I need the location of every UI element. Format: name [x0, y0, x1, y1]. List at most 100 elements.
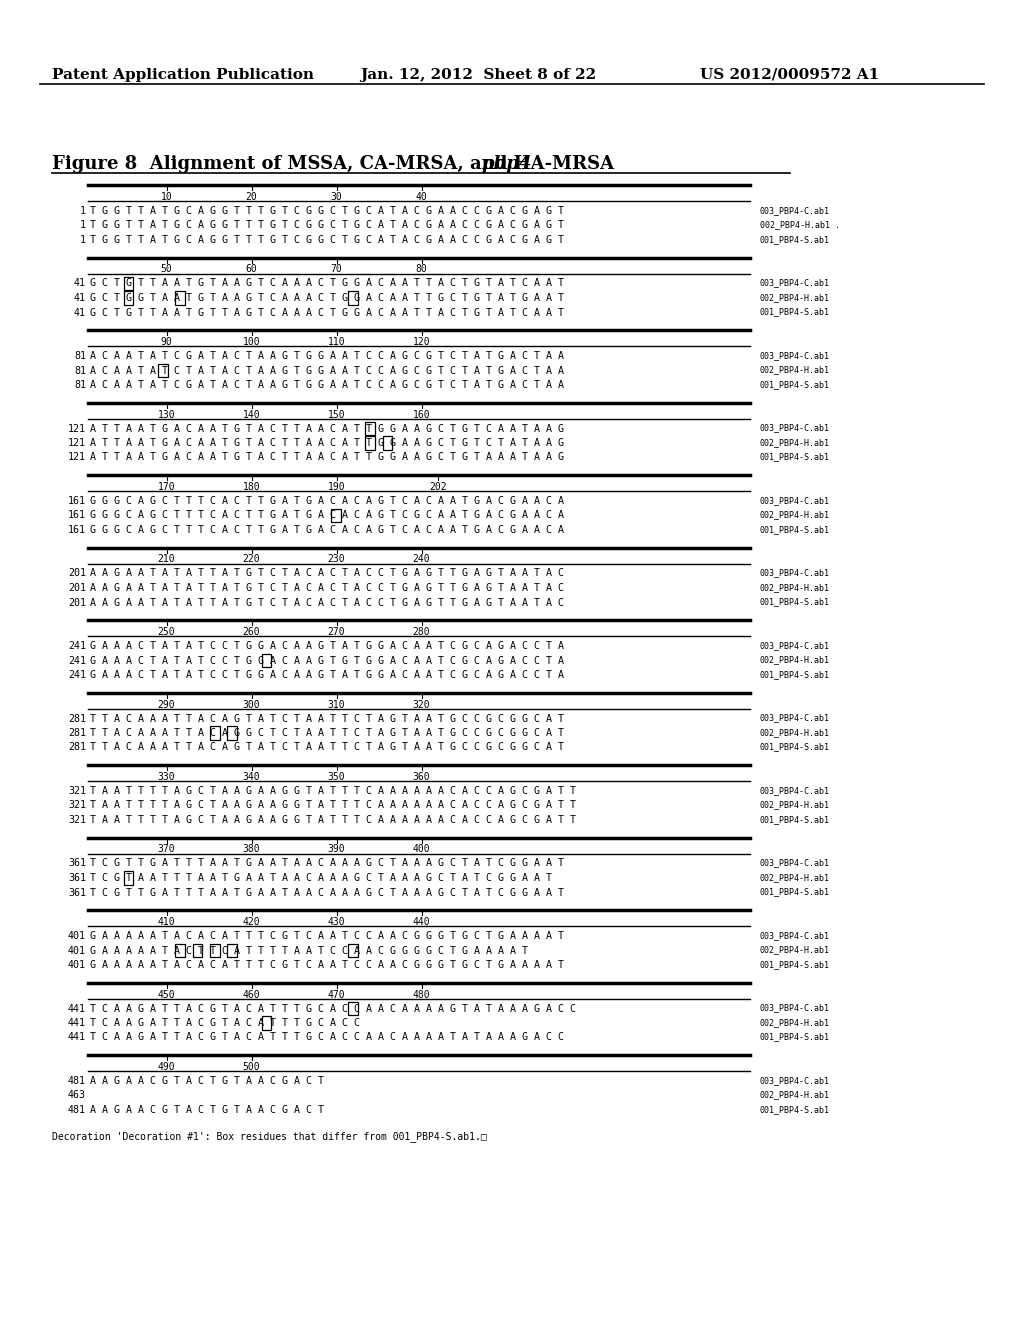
Bar [366, 436, 375, 450]
Text: 130: 130 [158, 409, 175, 420]
Text: 80: 80 [416, 264, 427, 275]
Text: 002_PBP4-H.ab1: 002_PBP4-H.ab1 [760, 800, 830, 809]
Text: 260: 260 [243, 627, 260, 638]
Text: 41: 41 [74, 308, 86, 318]
Text: 463: 463 [68, 1090, 86, 1101]
Text: A A G A A T A T A T T A T G T C T A C A C T A C C T G A G T T G A G T A A T A C: A A G A A T A T A T T A T G T C T A C A … [90, 569, 564, 578]
Bar [124, 871, 133, 884]
Text: 002_PBP4-H.ab1: 002_PBP4-H.ab1 [760, 1018, 830, 1027]
Text: 401: 401 [68, 960, 86, 970]
Bar [383, 436, 392, 450]
Text: 002_PBP4-H.ab1: 002_PBP4-H.ab1 [760, 293, 830, 302]
Text: 161: 161 [68, 496, 86, 506]
Text: 90: 90 [161, 337, 172, 347]
Text: 280: 280 [413, 627, 430, 638]
Text: 81: 81 [74, 366, 86, 375]
Text: 001_PBP4-S.ab1: 001_PBP4-S.ab1 [760, 525, 830, 535]
Bar [348, 290, 357, 305]
Text: 401: 401 [68, 931, 86, 941]
Text: 441: 441 [68, 1018, 86, 1028]
Text: 230: 230 [328, 554, 345, 565]
Bar [175, 944, 185, 957]
Text: 002_PBP4-H.ab1: 002_PBP4-H.ab1 [760, 1090, 830, 1100]
Text: 003_PBP4-C.ab1: 003_PBP4-C.ab1 [760, 1076, 830, 1085]
Text: A A G A A C G T A C T G T A A C G A C T: A A G A A C G T A C T G T A A C G A C T [90, 1105, 324, 1115]
Text: 300: 300 [243, 700, 260, 710]
Text: 410: 410 [158, 917, 175, 927]
Text: 140: 140 [243, 409, 260, 420]
Text: G A A A C T A T A T C C T G G A C A A G T G T G G A C A A T C G C A G A C C T A: G A A A C T A T A T C C T G G A C A A G … [90, 656, 564, 665]
Text: T A A T T T T A G C T A A G A A G G T A T T T C A A A A A A C A C C A G C G A T : T A A T T T T A G C T A A G A A G G T A … [90, 800, 575, 810]
Text: A A G A A C G T A C T G T A A C G A C T: A A G A A C G T A C T G T A A C G A C T [90, 1076, 324, 1086]
Text: 281: 281 [68, 742, 86, 752]
Text: 121: 121 [68, 453, 86, 462]
Text: 481: 481 [68, 1076, 86, 1086]
Text: T G G T T A T G C A G G T T T G T C G G C T G C A T A C G A A C C G A C G A G T: T G G T T A T G C A G G T T T G T C G G … [90, 235, 564, 246]
Text: 241: 241 [68, 671, 86, 680]
Text: 310: 310 [328, 700, 345, 710]
Text: 330: 330 [158, 772, 175, 781]
Text: 002_PBP4-H.ab1 .: 002_PBP4-H.ab1 . [760, 220, 840, 230]
Text: T G G T T A T G C A G G T T T G T C G G C T G C A T A C G A A C C G A C G A G T: T G G T T A T G C A G G T T T G T C G G … [90, 206, 564, 216]
Text: 281: 281 [68, 714, 86, 723]
Text: A T T A A T G A C A A T G T A C T T A A C A T T G G A A G C T G T A A A T A A G: A T T A A T G A C A A T G T A C T T A A … [90, 453, 564, 462]
Text: 41: 41 [74, 293, 86, 304]
Text: 001_PBP4-S.ab1: 001_PBP4-S.ab1 [760, 598, 830, 606]
Text: 002_PBP4-H.ab1: 002_PBP4-H.ab1 [760, 583, 830, 591]
Text: 180: 180 [243, 482, 260, 492]
Bar [210, 944, 219, 957]
Text: 40: 40 [416, 191, 427, 202]
Bar [158, 363, 168, 378]
Text: 001_PBP4-S.ab1: 001_PBP4-S.ab1 [760, 742, 830, 751]
Text: G C T G T T A A T G T A A G T C A A A C T G G A C A A T T A C T G T A T C A A T: G C T G T T A A T G T A A G T C A A A C … [90, 279, 564, 289]
Text: 003_PBP4-C.ab1: 003_PBP4-C.ab1 [760, 858, 830, 867]
Text: G G G C A G C T T T C A C T T G A T G A C A C A G T C G C A A T G A C G A A C A: G G G C A G C T T T C A C T T G A T G A … [90, 511, 564, 520]
Text: 003_PBP4-C.ab1: 003_PBP4-C.ab1 [760, 206, 830, 215]
Text: 400: 400 [413, 845, 430, 854]
Text: 420: 420 [243, 917, 260, 927]
Text: T C G T T G A T T T A A T G A A T A A C A A A G C T A A A G C T A T C G G A A T: T C G T T G A T T T A A T G A A T A A C … [90, 858, 564, 869]
Text: 321: 321 [68, 800, 86, 810]
Text: 001_PBP4-S.ab1: 001_PBP4-S.ab1 [760, 814, 830, 824]
Text: 270: 270 [328, 627, 345, 638]
Text: 003_PBP4-C.ab1: 003_PBP4-C.ab1 [760, 496, 830, 506]
Text: 003_PBP4-C.ab1: 003_PBP4-C.ab1 [760, 569, 830, 578]
Text: 201: 201 [68, 598, 86, 607]
Bar [262, 653, 271, 667]
Text: 360: 360 [413, 772, 430, 781]
Text: 003_PBP4-C.ab1: 003_PBP4-C.ab1 [760, 279, 830, 288]
Text: 003_PBP4-C.ab1: 003_PBP4-C.ab1 [760, 1003, 830, 1012]
Text: 10: 10 [161, 191, 172, 202]
Text: 1: 1 [80, 235, 86, 246]
Bar [124, 290, 133, 305]
Bar [331, 508, 341, 521]
Bar [124, 276, 133, 290]
Text: 70: 70 [331, 264, 342, 275]
Text: 201: 201 [68, 569, 86, 578]
Text: 001_PBP4-S.ab1: 001_PBP4-S.ab1 [760, 453, 830, 462]
Text: 441: 441 [68, 1003, 86, 1014]
Text: T A A T T T T A G C T A A G A A G G T A T T T C A A A A A A C A C C A G C G A T : T A A T T T T A G C T A A G A A G G T A … [90, 814, 575, 825]
Text: 1: 1 [80, 206, 86, 216]
Text: 001_PBP4-S.ab1: 001_PBP4-S.ab1 [760, 960, 830, 969]
Text: 81: 81 [74, 351, 86, 360]
Text: 480: 480 [413, 990, 430, 999]
Text: 441: 441 [68, 1032, 86, 1043]
Text: 440: 440 [413, 917, 430, 927]
Text: 481: 481 [68, 1105, 86, 1115]
Text: 220: 220 [243, 554, 260, 565]
Text: T T A C A A A T T A C A G G C T C T A A T T C T A G T A A T G C C G C G G C A T: T T A C A A A T T A C A G G C T C T A A … [90, 729, 564, 738]
Text: A T T A A T G A C A A T G T A C T T A A C A T T G G A A G C T G T C T A T A A G: A T T A A T G A C A A T G T A C T T A A … [90, 438, 564, 447]
Text: 003_PBP4-C.ab1: 003_PBP4-C.ab1 [760, 931, 830, 940]
Text: 50: 50 [161, 264, 172, 275]
Text: A C A A T A T C G A T A C T A A G T G G A A T C C A G C G T C T A T G A C T A A: A C A A T A T C G A T A C T A A G T G G … [90, 380, 564, 389]
Text: 121: 121 [68, 424, 86, 433]
Text: 003_PBP4-C.ab1: 003_PBP4-C.ab1 [760, 351, 830, 360]
Text: G G G C A G C T T T C A C T T G A T G A C A C A G T C A C A A T G A C G A A C A: G G G C A G C T T T C A C T T G A T G A … [90, 496, 564, 506]
Text: A A G A A T A T A T T A T G T C T A C A C T A C C T G A G T T G A G T A A T A C: A A G A A T A T A T T A T G T C T A C A … [90, 598, 564, 607]
Text: 450: 450 [158, 990, 175, 999]
Bar [348, 944, 357, 957]
Text: A A G A A T A T A T T A T G T C T A C A C T A C C T G A G T T G A G T A A T A C: A A G A A T A T A T T A T G T C T A C A … [90, 583, 564, 593]
Text: G A A A A A T A C A C A T T T C G T C A A T C C A A C G G G T G C T G A A A A T: G A A A A A T A C A C A T T T C G T C A … [90, 931, 564, 941]
Text: A C A A T A T C T A T A C T A A G T G G A A T C C A G C G T C T A T G A C T A A: A C A A T A T C T A T A C T A A G T G G … [90, 366, 564, 375]
